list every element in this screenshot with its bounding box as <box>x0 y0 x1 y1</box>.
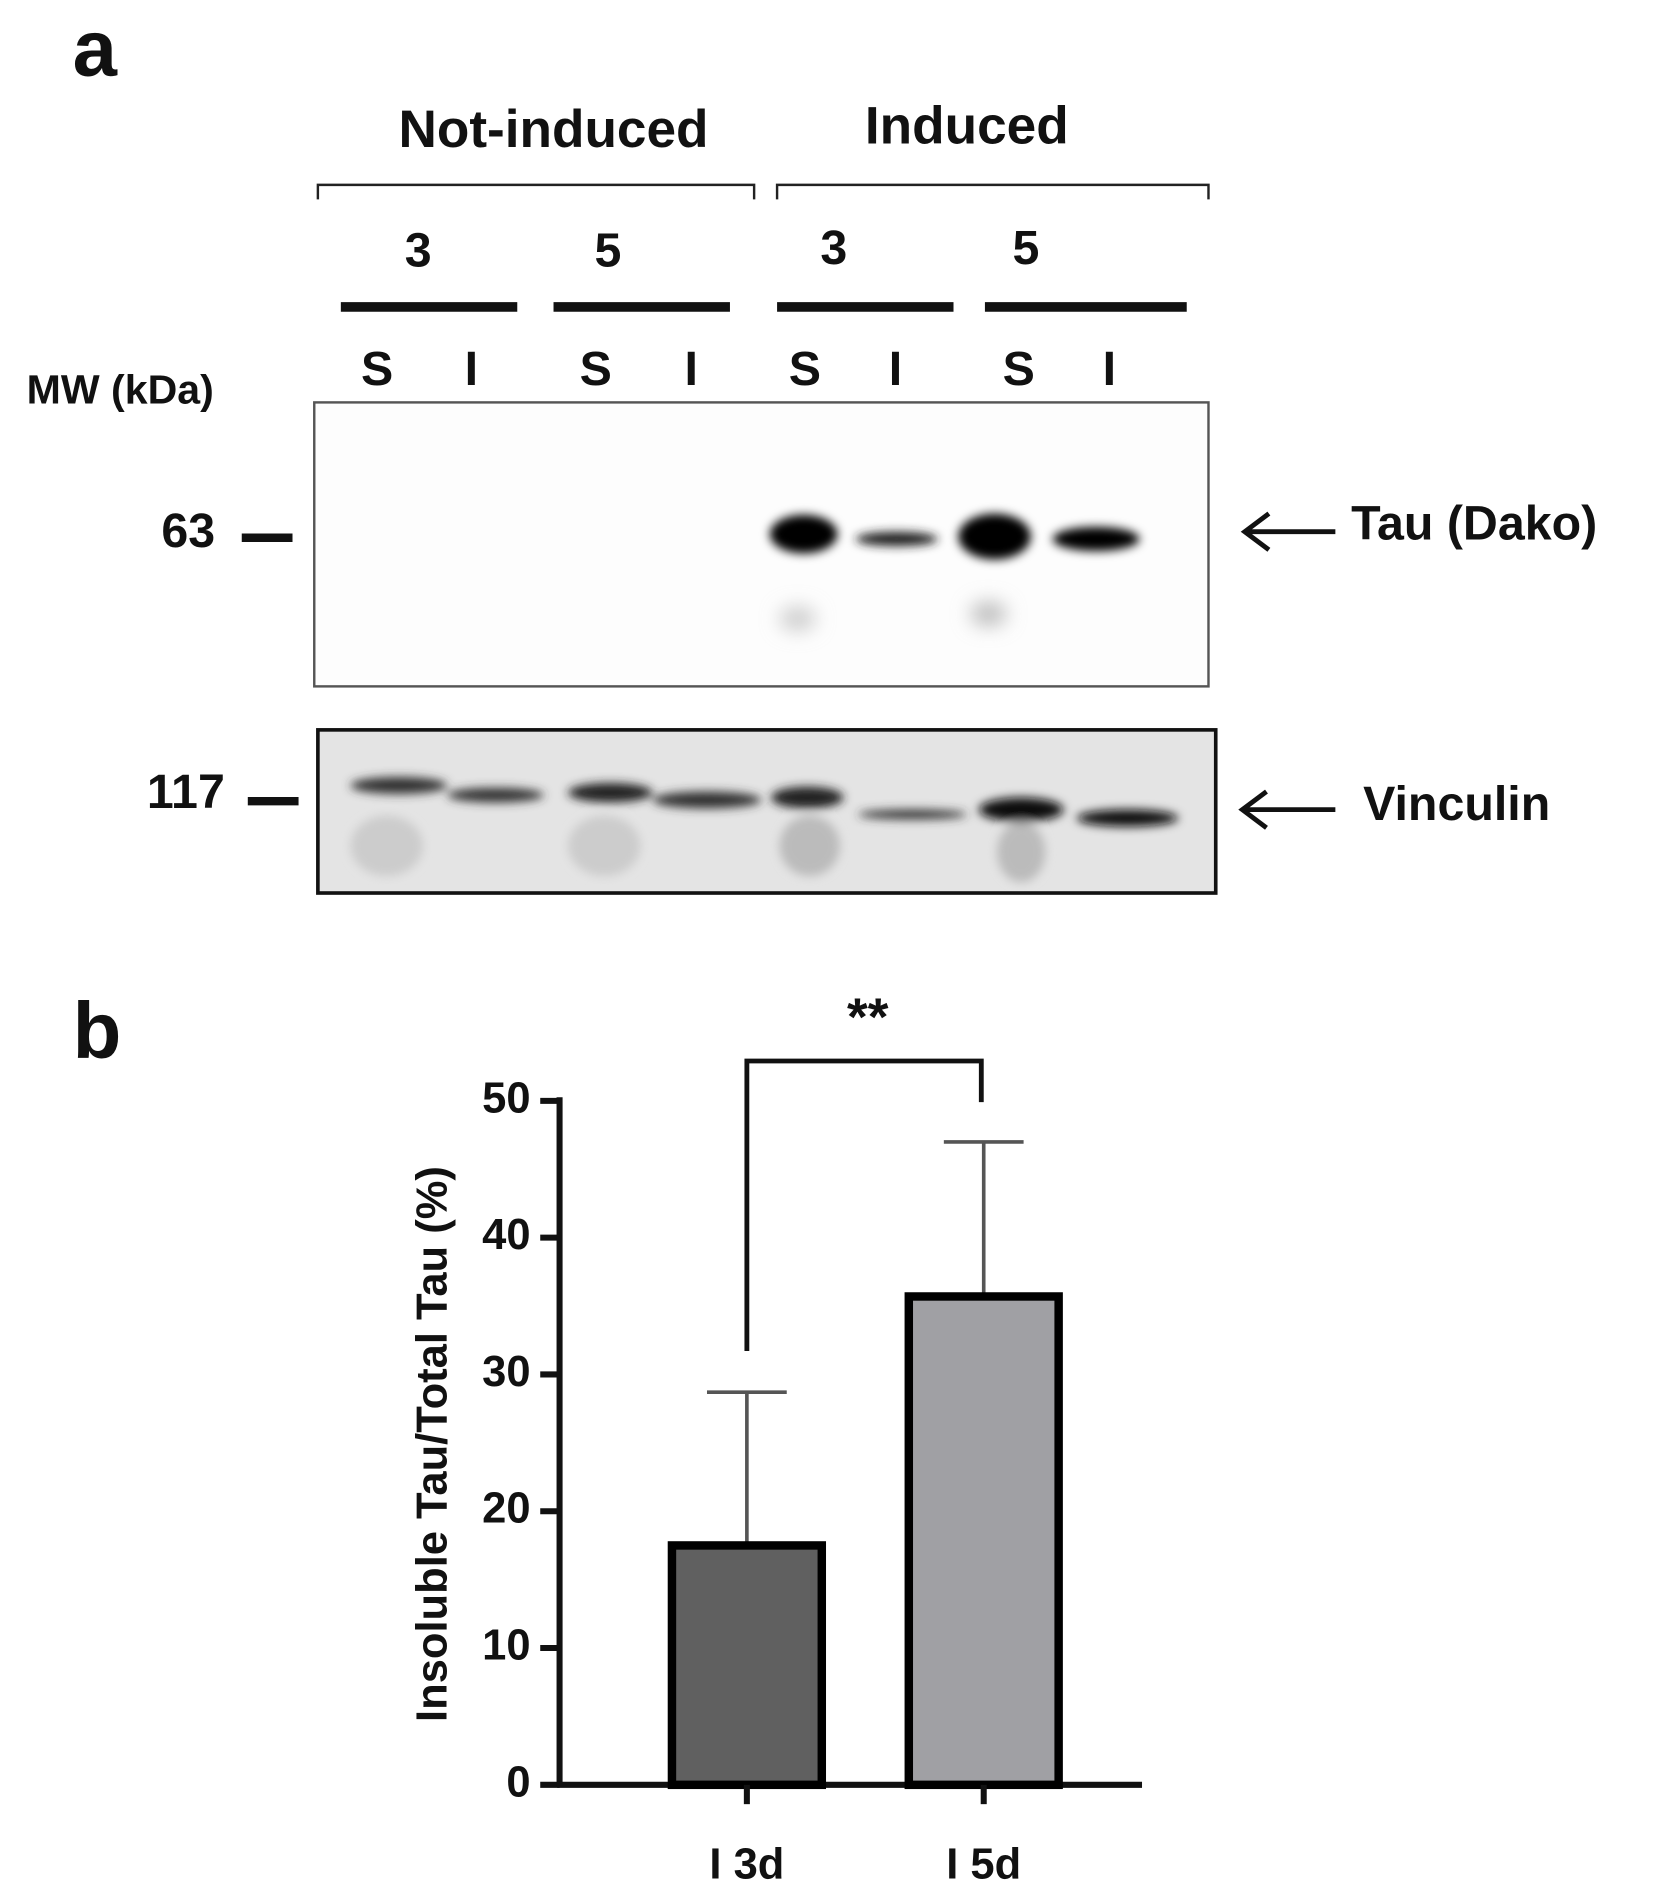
x-tick-label: I 3d <box>709 1840 784 1888</box>
marker-dashes <box>241 533 299 806</box>
vinculin-blot <box>316 728 1218 895</box>
lane-label: S <box>789 342 821 396</box>
lane-label: I <box>1103 342 1116 396</box>
bar <box>904 1292 1063 1790</box>
lane-label: S <box>361 342 393 396</box>
panel-label: a <box>73 3 118 92</box>
lane-label: I <box>465 342 478 396</box>
tau-bands <box>769 513 1140 560</box>
lane-label: S <box>580 342 612 396</box>
western-blot: a Not-induced Induced 3 5 3 5 S I S I S … <box>27 3 1597 895</box>
y-tick-label: 40 <box>482 1211 530 1259</box>
significance-label: ** <box>847 988 889 1047</box>
lane-label: S <box>1003 342 1035 396</box>
group-label: Induced <box>865 96 1069 155</box>
day-label: 3 <box>820 221 847 275</box>
lane-label: I <box>889 342 902 396</box>
day-label: 5 <box>1013 221 1040 275</box>
faint-bands <box>779 601 1007 631</box>
group-bracket <box>316 183 1210 200</box>
bar-chart: 0 10 20 30 40 50 I 3d I 5d <box>482 1074 1143 1888</box>
protein-label: Vinculin <box>1363 777 1550 831</box>
y-tick-label: 30 <box>482 1348 530 1396</box>
day-label: 5 <box>594 224 621 278</box>
mw-marker: 63 <box>161 504 215 558</box>
vinculin-bands <box>350 777 1179 883</box>
bar <box>667 1541 827 1790</box>
y-tick-label: 50 <box>482 1074 530 1122</box>
y-tick-label: 20 <box>482 1485 530 1533</box>
mw-marker: 117 <box>147 765 225 819</box>
y-tick-label: 10 <box>482 1622 530 1670</box>
arrows <box>1238 511 1336 830</box>
mw-title: MW (kDa) <box>27 367 214 413</box>
panel-label: b <box>73 986 122 1075</box>
x-tick-label: I 5d <box>946 1840 1021 1888</box>
group-label: Not-induced <box>398 100 708 159</box>
y-axis-label: Insoluble Tau/Total Tau (%) <box>409 1166 457 1722</box>
protein-label: Tau (Dako) <box>1351 497 1597 551</box>
significance-bracket <box>744 1058 984 1352</box>
day-label: 3 <box>405 224 432 278</box>
lane-label: I <box>685 342 698 396</box>
y-tick-label: 0 <box>506 1758 530 1806</box>
